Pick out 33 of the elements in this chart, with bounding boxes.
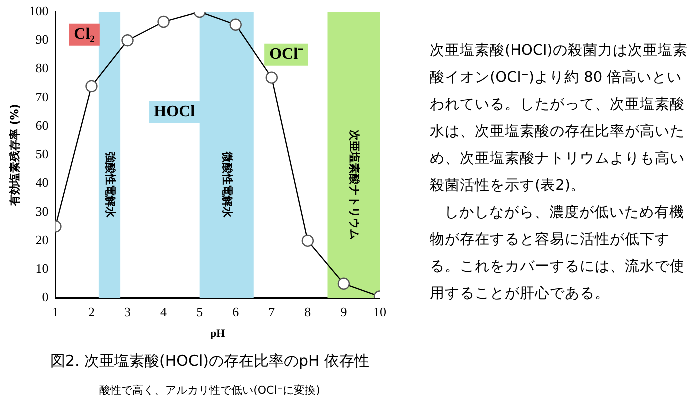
y-tick-label: 60 bbox=[36, 118, 49, 133]
x-tick-label: 10 bbox=[374, 304, 386, 320]
x-tick-label: 8 bbox=[304, 304, 312, 320]
y-axis-title: 有効塩素残存率 (%) bbox=[8, 104, 22, 208]
x-tick-label: 3 bbox=[124, 304, 132, 320]
x-axis-title: pH bbox=[210, 328, 226, 340]
band-label: 次亜塩素酸ナトリウム bbox=[348, 130, 362, 240]
band-label: 微酸性電解水 bbox=[221, 151, 234, 220]
y-tick-label: 50 bbox=[36, 146, 49, 162]
x-tick-label: 5 bbox=[196, 304, 204, 320]
y-tick-label: 0 bbox=[42, 290, 49, 305]
x-tick-label: 6 bbox=[232, 304, 240, 320]
annotation: Cl₂ bbox=[74, 26, 96, 44]
x-tick-label: 1 bbox=[52, 304, 59, 320]
y-tick-label: 10 bbox=[36, 261, 49, 276]
x-tick-label: 7 bbox=[268, 304, 276, 320]
x-tick-label: 2 bbox=[88, 304, 95, 320]
text: 酸性で高く、アルカリ性で低い(OCl⁻に変換) bbox=[98, 383, 322, 398]
text: 図2. 次亜塩素酸(HOCl)の存在比率のpH 依存性 bbox=[49, 352, 371, 371]
y-tick-label: 20 bbox=[36, 232, 49, 248]
annotation: OCl⁻ bbox=[270, 46, 304, 64]
band-label: 強酸性電解水 bbox=[104, 152, 117, 220]
x-tick-label: 4 bbox=[160, 304, 168, 320]
y-tick-label: 100 bbox=[29, 3, 49, 18]
y-tick-label: 70 bbox=[36, 89, 49, 104]
y-tick-label: 30 bbox=[36, 204, 49, 219]
text: しかしながら、濃度が低いため有機物が存在すると容易に活性が低下する。これをカバーするには、流水で使用することが肝心である。 bbox=[430, 204, 686, 304]
y-tick-label: 40 bbox=[36, 175, 49, 190]
annotation: HOCl bbox=[154, 103, 196, 120]
text: 次亜塩素酸(HOCl)の殺菌力は次亜塩素酸イオン(OCl⁻)より約 80 倍高いといわれている。したがって、次亜塩素酸水は、次亜塩素酸の存在比率が高いため、次亜塩素酸ナトリウムよりも高い殺菌活性を示す(表2)。 bbox=[430, 42, 689, 196]
y-tick-label: 90 bbox=[36, 32, 49, 48]
y-tick-label: 80 bbox=[36, 60, 49, 76]
x-tick-label: 9 bbox=[340, 304, 348, 320]
